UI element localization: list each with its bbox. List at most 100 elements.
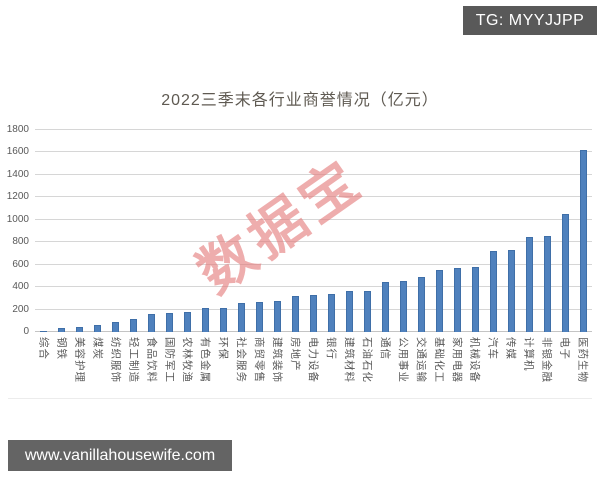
x-label-slot: 社会服务 (233, 337, 251, 429)
site-url-badge: www.vanillahousewife.com (8, 440, 232, 471)
x-label-slot: 计算机 (520, 337, 538, 429)
bar-建筑材料 (345, 291, 353, 332)
bar-slot (448, 130, 466, 332)
bar-通信 (381, 281, 389, 332)
x-label-slot: 建筑装饰 (269, 337, 287, 429)
bar-建筑装饰 (274, 300, 282, 332)
x-label-slot: 房地产 (287, 337, 305, 429)
bar-商贸零售 (256, 301, 264, 332)
bar-社会服务 (238, 302, 246, 332)
bar-slot (269, 130, 287, 332)
bar-国防军工 (166, 312, 174, 332)
gridline (35, 241, 592, 243)
bar-电力设备 (310, 294, 318, 332)
bar-slot (412, 130, 430, 332)
x-label-slot: 国防军工 (161, 337, 179, 429)
x-label-slot: 环保 (215, 337, 233, 429)
x-label-slot: 纺织服饰 (107, 337, 125, 429)
x-label-slot: 商贸零售 (251, 337, 269, 429)
x-tick-label: 农林牧渔 (181, 337, 194, 383)
bar-纺织服饰 (112, 322, 120, 332)
gridline (35, 173, 592, 175)
bar-房地产 (292, 296, 300, 332)
y-tick-label: 1600 (6, 146, 29, 158)
bar-汽车 (489, 250, 497, 332)
tg-badge: TG: MYYJJPP (463, 6, 597, 35)
x-tick-label: 传媒 (504, 337, 517, 360)
x-label-slot: 医药生物 (574, 337, 592, 429)
x-label-slot: 公用事业 (394, 337, 412, 429)
x-tick-label: 社会服务 (235, 337, 248, 383)
x-label-slot: 食品饮料 (143, 337, 161, 429)
gridline (35, 151, 592, 153)
y-tick-label: 400 (12, 281, 29, 293)
x-tick-label: 商贸零售 (253, 337, 266, 383)
x-label-slot: 电力设备 (305, 337, 323, 429)
bar-农林牧渔 (184, 311, 192, 332)
y-tick-label: 1000 (6, 213, 29, 225)
x-tick-label: 钢铁 (55, 337, 68, 360)
bar-传媒 (507, 250, 515, 332)
bar-有色金属 (202, 308, 210, 332)
gridline (35, 218, 592, 220)
gridline (35, 129, 592, 130)
x-label-slot: 汽车 (484, 337, 502, 429)
x-label-slot: 有色金属 (197, 337, 215, 429)
x-label-slot: 电子 (556, 337, 574, 429)
bar-环保 (220, 307, 228, 332)
bar-series (35, 130, 592, 332)
x-tick-label: 石油石化 (360, 337, 373, 383)
x-axis-labels: 综合 钢铁 美容护理 煤炭 纺织服饰 轻工制造 食品饮料 国防军工 农林牧渔 有色金属 环保 社会服务… (35, 337, 592, 429)
x-tick-label: 计算机 (522, 337, 535, 372)
chart-title: 2022三季末各行业商誉情况（亿元） (161, 92, 439, 109)
x-tick-label: 机械设备 (468, 337, 481, 383)
bar-电子 (561, 213, 569, 332)
bar-slot (215, 130, 233, 332)
x-label-slot: 银行 (323, 337, 341, 429)
bar-美容护理 (76, 326, 84, 332)
bar-slot (466, 130, 484, 332)
bar-slot (179, 130, 197, 332)
x-label-slot: 家用电器 (448, 337, 466, 429)
x-label-slot: 石油石化 (358, 337, 376, 429)
bar-slot (107, 130, 125, 332)
bar-计算机 (525, 237, 533, 332)
gridline (35, 196, 592, 198)
x-label-slot: 钢铁 (53, 337, 71, 429)
bar-slot (305, 130, 323, 332)
x-tick-label: 美容护理 (73, 337, 86, 383)
x-tick-label: 轻工制造 (127, 337, 140, 383)
x-tick-label: 非银金融 (540, 337, 553, 383)
y-axis-labels: 0 200 400 600 800 1000 1200 1400 1600 1800 (0, 125, 29, 337)
x-label-slot: 交通运输 (412, 337, 430, 429)
x-label-slot: 农林牧渔 (179, 337, 197, 429)
bar-食品饮料 (148, 314, 156, 332)
x-tick-label: 国防军工 (163, 337, 176, 383)
gridline (35, 263, 592, 265)
x-label-slot: 通信 (376, 337, 394, 429)
bar-slot (161, 130, 179, 332)
x-tick-label: 房地产 (289, 337, 302, 372)
x-tick-label: 电子 (558, 337, 571, 360)
x-tick-label: 环保 (217, 337, 230, 360)
y-tick-label: 200 (12, 303, 29, 315)
x-tick-label: 有色金属 (199, 337, 212, 383)
bar-slot (89, 130, 107, 332)
chart-bottom-border (8, 398, 592, 399)
bar-slot (430, 130, 448, 332)
bar-slot (340, 130, 358, 332)
bar-slot (53, 130, 71, 332)
x-label-slot: 综合 (35, 337, 53, 429)
x-tick-label: 纺织服饰 (109, 337, 122, 383)
x-label-slot: 美容护理 (71, 337, 89, 429)
bar-基础化工 (435, 269, 443, 332)
bar-银行 (327, 294, 335, 332)
x-tick-label: 煤炭 (91, 337, 104, 360)
bar-综合 (40, 330, 48, 332)
x-label-slot: 非银金融 (538, 337, 556, 429)
x-tick-label: 基础化工 (432, 337, 445, 383)
x-tick-label: 汽车 (486, 337, 499, 360)
bar-slot (71, 130, 89, 332)
x-tick-label: 建筑装饰 (271, 337, 284, 383)
bar-slot (556, 130, 574, 332)
